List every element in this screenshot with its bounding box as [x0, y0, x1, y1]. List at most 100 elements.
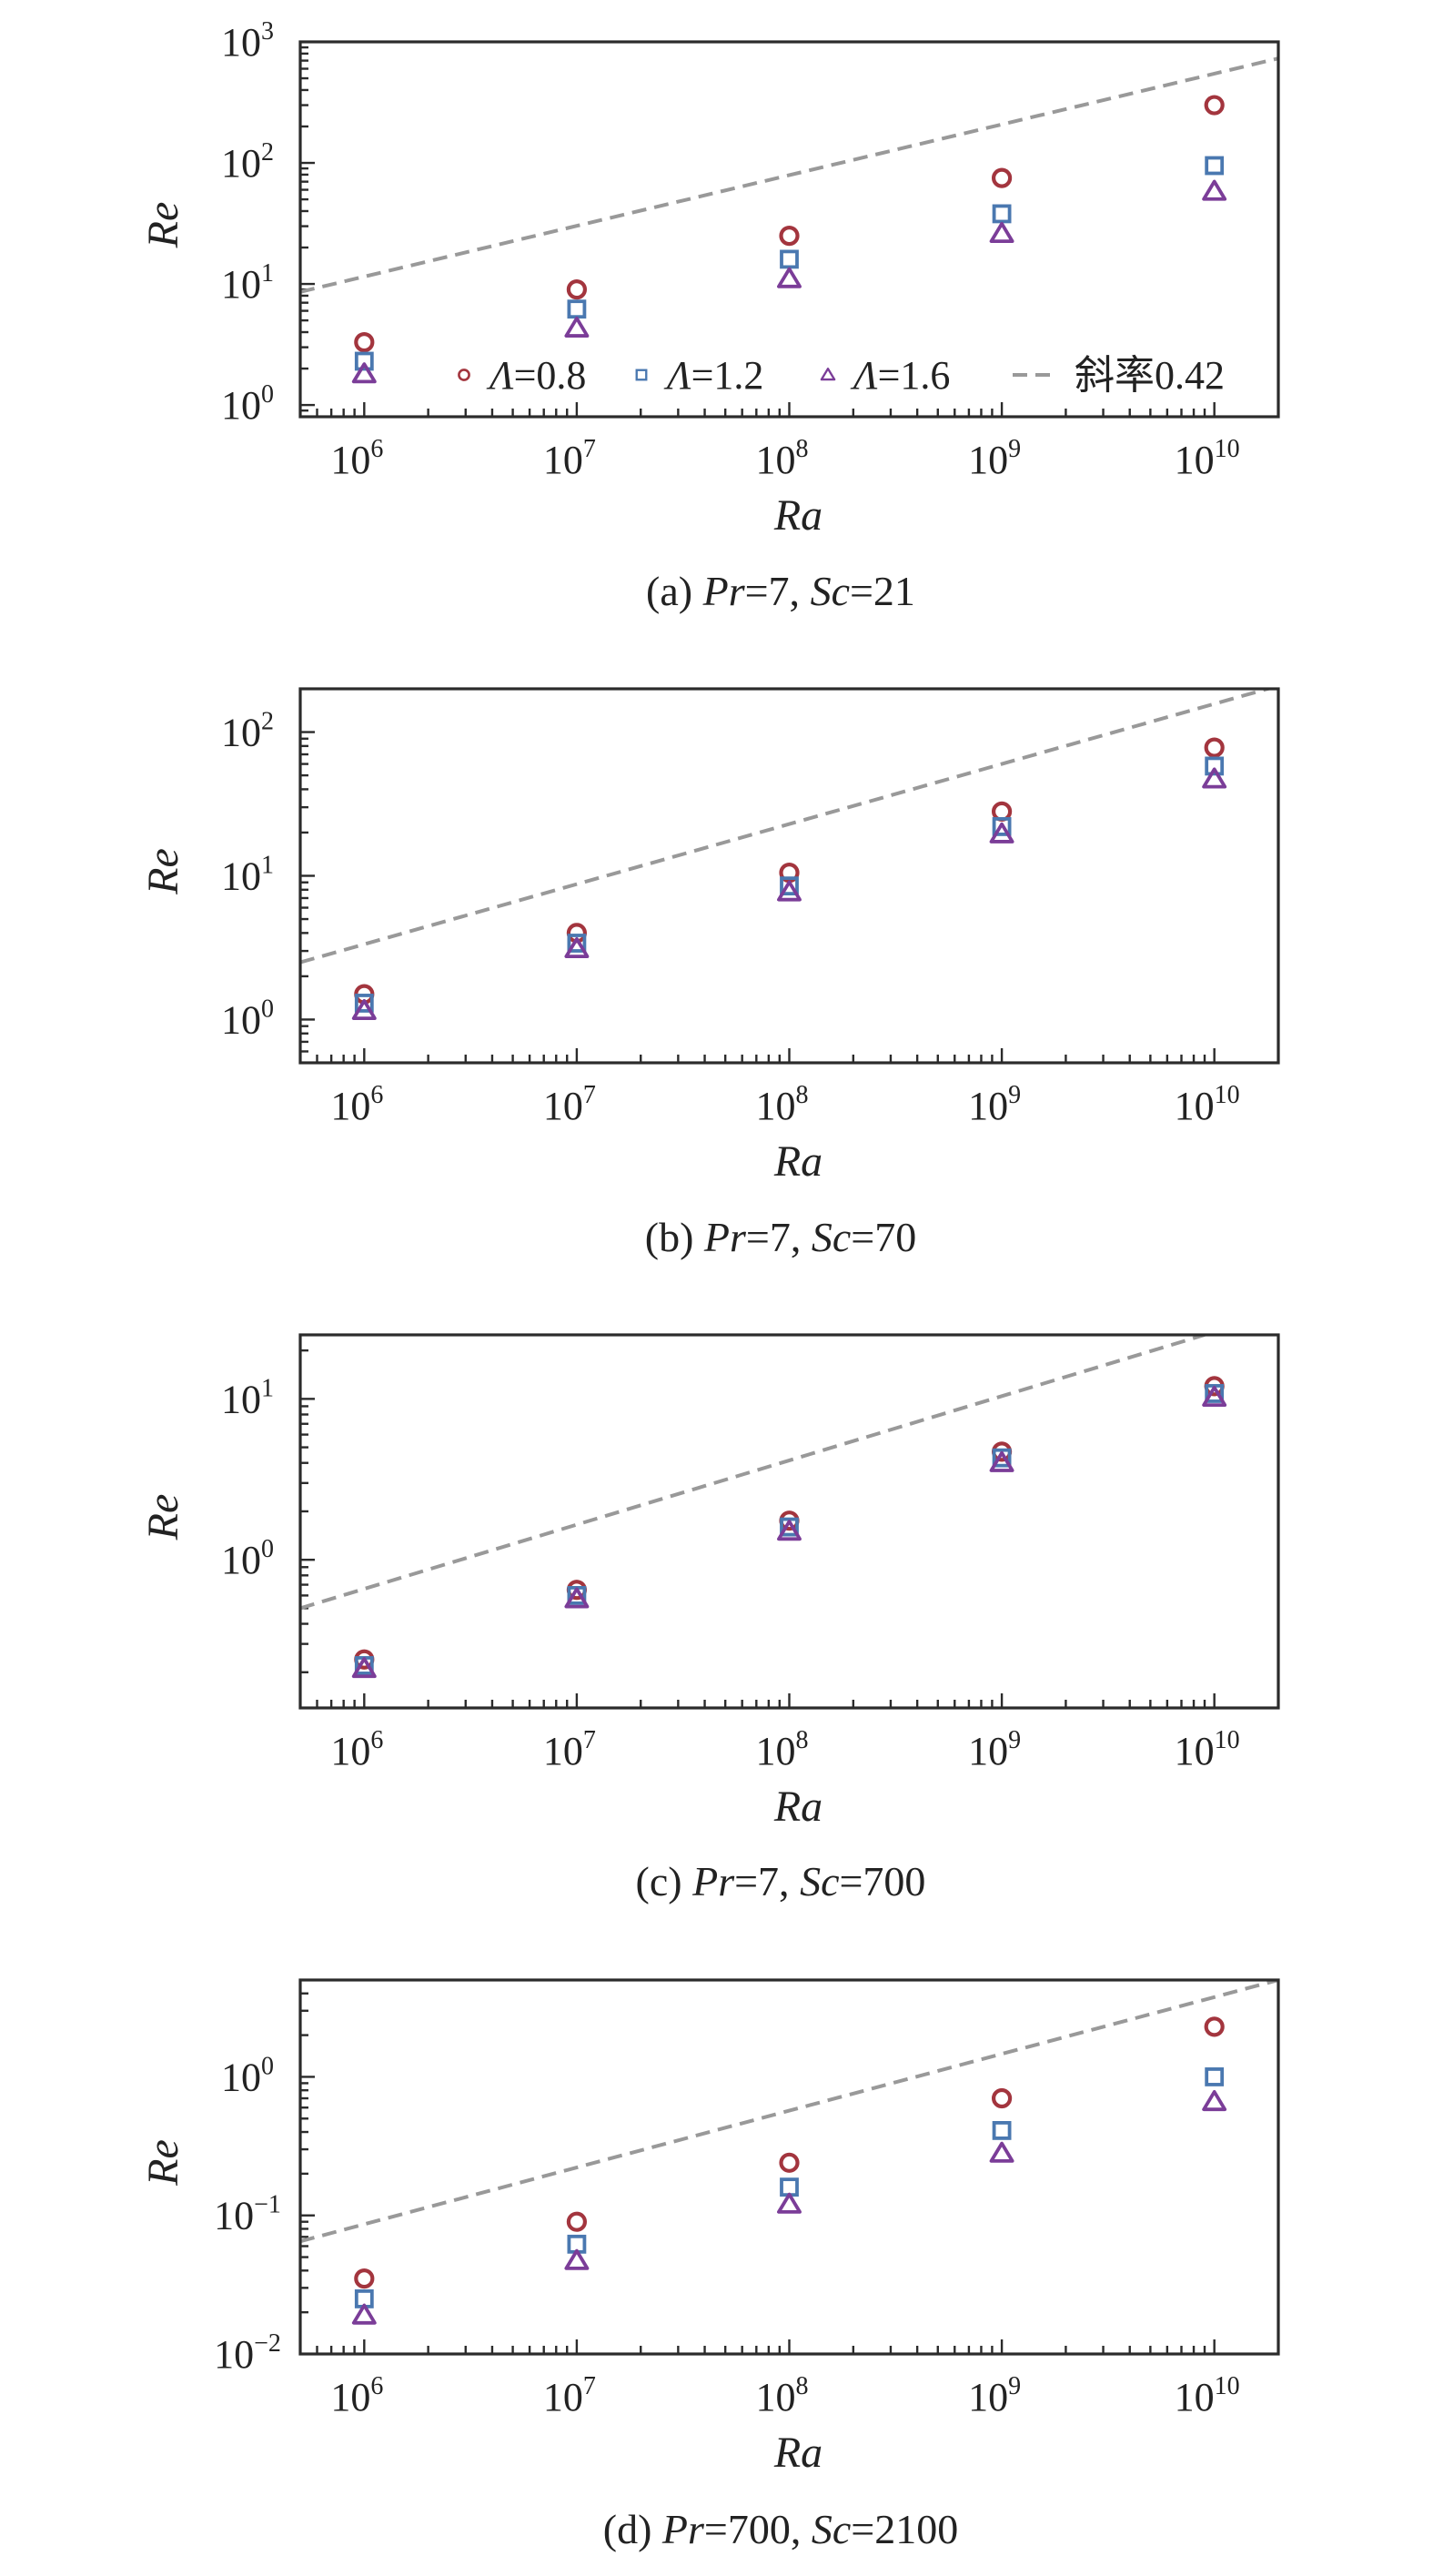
x-tick-label: 108 — [756, 1081, 809, 1128]
data-point-triangle — [351, 362, 377, 384]
legend-label: Λ=1.2 — [663, 353, 763, 398]
data-point-triangle — [989, 221, 1014, 244]
data-point-square — [1205, 2067, 1225, 2086]
legend-label: Λ=0.8 — [486, 353, 586, 398]
x-tick-label: 106 — [330, 1726, 383, 1773]
x-tick-label: 107 — [543, 1726, 596, 1773]
legend-item: 斜率0.42 — [1013, 353, 1225, 398]
data-point-circle — [354, 332, 375, 353]
panel-caption: (d) Pr=700, Sc=2100 — [603, 2506, 958, 2552]
data-point-circle — [566, 279, 588, 300]
data-point-square — [992, 817, 1012, 836]
y-tick-label: 100 — [221, 1535, 274, 1582]
data-point-square — [354, 351, 374, 371]
data-point-square — [780, 876, 799, 896]
y-tick-label: 102 — [221, 708, 274, 755]
panel-caption: (b) Pr=7, Sc=70 — [645, 1214, 916, 1260]
chart-panel-a: 106 107 108 109 1010 100 101 102 103 Ra Re (a) Pr=7… — [139, 17, 1280, 614]
x-axis-label: Ra — [773, 491, 822, 540]
data-point-circle — [991, 167, 1013, 188]
chart-panel-b: 106 107 108 109 1010 100 101 102 Ra Re (b) Pr=7, S… — [139, 687, 1280, 1260]
data-point-square — [992, 2121, 1012, 2140]
data-point-circle — [1204, 2016, 1225, 2037]
data-point-triangle — [1202, 767, 1227, 789]
data-point-triangle — [564, 936, 590, 958]
x-axis-label: Ra — [773, 1783, 822, 1831]
y-axis-label: Re — [139, 848, 187, 895]
data-point-square — [780, 2177, 799, 2197]
plot-frame — [298, 687, 1280, 1065]
x-tick-label: 109 — [968, 1726, 1021, 1773]
data-point-triangle — [351, 998, 377, 1021]
x-tick-label: 1010 — [1175, 2372, 1240, 2419]
data-point-square — [780, 1517, 799, 1537]
data-point-square — [567, 934, 587, 953]
chart-panel-c: 106 107 108 109 1010 100 101 Ra Re (c) Pr=7, Sc=7… — [139, 1333, 1280, 1904]
legend: Λ=0.8 Λ=1.2 Λ=1.6 斜率0.42 — [458, 353, 1225, 398]
data-point-circle — [779, 2152, 800, 2173]
data-point-triangle — [564, 2248, 590, 2270]
x-axis-label: Ra — [773, 2429, 822, 2477]
data-point-square — [992, 204, 1012, 224]
x-tick-label: 109 — [968, 2372, 1021, 2419]
legend-triangle-icon — [820, 368, 836, 381]
data-point-circle — [1204, 95, 1225, 116]
data-point-circle — [779, 226, 800, 247]
y-axis-label: Re — [139, 1494, 187, 1541]
data-point-triangle — [777, 2192, 802, 2214]
plot-frame — [298, 40, 1280, 419]
data-point-triangle — [777, 267, 802, 288]
data-point-square — [992, 1448, 1012, 1468]
data-point-circle — [991, 2087, 1013, 2109]
data-point-triangle — [989, 1450, 1014, 1472]
data-point-triangle — [564, 316, 590, 338]
x-tick-label: 108 — [756, 435, 809, 482]
plot-frame — [298, 1978, 1280, 2356]
x-tick-label: 108 — [756, 2372, 809, 2419]
data-point-triangle — [1202, 1385, 1227, 1407]
data-point-triangle — [777, 880, 802, 902]
y-axis-label: Re — [139, 202, 187, 249]
y-tick-label: 103 — [221, 17, 274, 65]
data-point-triangle — [989, 2141, 1014, 2163]
data-point-triangle — [564, 1587, 590, 1609]
x-tick-label: 107 — [543, 2372, 596, 2419]
y-tick-label: 10−1 — [214, 2191, 281, 2238]
y-tick-label: 100 — [221, 995, 274, 1042]
x-tick-label: 107 — [543, 435, 596, 482]
data-point-square — [1205, 756, 1225, 776]
panel-caption: (a) Pr=7, Sc=21 — [646, 568, 915, 614]
data-point-circle — [1204, 737, 1225, 758]
data-point-triangle — [777, 1520, 802, 1541]
data-point-triangle — [1202, 179, 1227, 201]
legend-label: Λ=1.6 — [850, 353, 950, 398]
fit-line-slope-0.42 — [300, 1980, 1278, 2244]
legend-item: Λ=1.6 — [820, 353, 950, 398]
data-point-triangle — [351, 2303, 377, 2325]
data-point-circle — [566, 2211, 588, 2232]
x-tick-label: 109 — [968, 435, 1021, 482]
legend-item: Λ=1.2 — [635, 353, 763, 398]
data-point-square — [354, 994, 374, 1013]
data-point-triangle — [989, 822, 1014, 844]
y-axis-label: Re — [139, 2139, 187, 2187]
x-tick-label: 106 — [330, 435, 383, 482]
x-tick-label: 1010 — [1175, 435, 1240, 482]
fit-line-slope-0.42 — [300, 689, 1275, 965]
legend-label: 斜率0.42 — [1075, 353, 1225, 398]
plot-frame — [298, 1333, 1280, 1710]
y-tick-label: 101 — [221, 852, 274, 899]
y-tick-label: 100 — [221, 380, 274, 428]
x-tick-label: 109 — [968, 1081, 1021, 1128]
y-tick-label: 102 — [221, 138, 274, 186]
panel-caption: (c) Pr=7, Sc=700 — [636, 1858, 926, 1904]
fit-line-slope-0.42 — [300, 1335, 1206, 1611]
data-point-triangle — [1202, 2090, 1227, 2112]
x-tick-label: 108 — [756, 1726, 809, 1773]
legend-item: Λ=0.8 — [458, 353, 586, 398]
fit-line-slope-0.42 — [300, 56, 1278, 294]
data-point-circle — [354, 2268, 375, 2289]
x-tick-label: 1010 — [1175, 1081, 1240, 1128]
data-point-square — [567, 299, 587, 319]
